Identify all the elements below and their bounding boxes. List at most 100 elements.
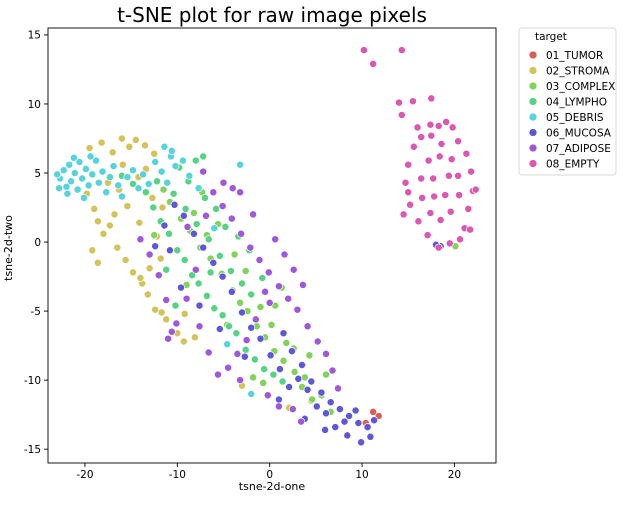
scatter-point-06-mucosa <box>256 334 265 343</box>
scatter-point-07-adipose <box>328 366 337 375</box>
scatter-point-06-mucosa <box>363 423 372 432</box>
scatter-point-02-stroma <box>145 264 154 273</box>
legend-marker <box>528 143 538 153</box>
scatter-point-06-mucosa <box>321 425 330 434</box>
scatter-point-04-lympho <box>201 193 209 202</box>
scatter-point-08-empty <box>430 192 439 201</box>
scatter-point-03-complex <box>279 356 288 365</box>
scatter-point-04-lympho <box>162 265 171 274</box>
scatter-point-08-empty <box>467 167 476 176</box>
scatter-point-05-debris <box>92 156 100 165</box>
scatter-point-05-debris <box>94 178 103 187</box>
scatter-point-07-adipose <box>249 210 258 219</box>
scatter-point-04-lympho <box>199 152 208 161</box>
scatter-point-04-lympho <box>221 222 230 231</box>
scatter-point-07-adipose <box>145 250 154 259</box>
legend-marker <box>528 159 538 168</box>
y-tick-label: 10 <box>28 99 41 111</box>
scatter-point-06-mucosa <box>199 243 208 252</box>
scatter-point-02-stroma <box>136 274 145 282</box>
scatter-point-03-complex <box>236 298 245 307</box>
scatter-point-07-adipose <box>214 370 222 379</box>
scatter-point-02-stroma <box>117 134 126 143</box>
scatter-point-02-stroma <box>148 193 157 202</box>
scatter-point-07-adipose <box>251 315 260 324</box>
scatter-point-02-stroma <box>158 203 167 212</box>
legend-entry-label: 03_COMPLEX <box>546 81 615 93</box>
scatter-point-05-debris <box>98 167 107 176</box>
legend-entry-label: 05_DEBRIS <box>546 112 604 124</box>
scatter-point-05-debris <box>194 184 203 193</box>
scatter-point-05-debris <box>157 167 166 176</box>
scatter-point-05-debris <box>53 170 62 179</box>
scatter-point-05-debris <box>69 153 78 162</box>
scatter-point-03-complex <box>282 338 291 347</box>
scatter-point-08-empty <box>434 243 443 252</box>
scatter-point-04-lympho <box>181 204 190 213</box>
scatter-point-06-mucosa <box>331 423 340 432</box>
scatter-point-03-complex <box>159 185 168 194</box>
scatter-point-08-empty <box>442 117 451 126</box>
legend-entry-label: 06_MUCOSA <box>546 127 612 139</box>
scatter-point-06-mucosa <box>307 377 316 386</box>
scatter-point-04-lympho <box>204 235 213 244</box>
legend-title: target <box>535 31 567 43</box>
scatter-point-05-debris <box>75 158 84 166</box>
scatter-point-07-adipose <box>218 202 227 211</box>
scatter-point-04-lympho <box>191 156 200 165</box>
scatter-point-02-stroma <box>90 204 99 213</box>
y-tick-label: 5 <box>34 168 41 180</box>
scatter-point-08-empty <box>446 207 455 216</box>
scatter-point-07-adipose <box>334 384 342 393</box>
scatter-point-04-lympho <box>169 189 178 198</box>
scatter-point-02-stroma <box>125 142 134 151</box>
scatter-point-08-empty <box>462 149 471 158</box>
scatter-point-02-stroma <box>180 309 189 318</box>
scatter-point-05-debris <box>65 160 74 169</box>
legend-entry-label: 02_STROMA <box>546 65 610 77</box>
scatter-point-07-adipose <box>162 296 171 304</box>
scatter-point-05-debris <box>151 158 160 166</box>
scatter-point-03-complex <box>305 351 314 360</box>
scatter-point-04-lympho <box>210 304 219 313</box>
scatter-point-02-stroma <box>135 218 144 227</box>
scatter-point-05-debris <box>178 156 187 165</box>
scatter-point-02-stroma <box>143 290 152 299</box>
legend-entry-label: 08_EMPTY <box>546 158 600 170</box>
scatter-point-08-empty <box>404 188 413 197</box>
scatter-point-08-empty <box>454 137 463 146</box>
scatter-point-02-stroma <box>99 229 108 238</box>
scatter-point-03-complex <box>259 378 268 387</box>
scatter-point-06-mucosa <box>247 323 256 332</box>
scatter-point-05-debris <box>114 181 123 190</box>
scatter-point-07-adipose <box>265 298 274 307</box>
scatter-point-04-lympho <box>202 291 211 300</box>
scatter-point-07-adipose <box>209 188 218 197</box>
scatter-point-08-empty <box>406 200 415 209</box>
scatter-point-08-empty <box>444 171 453 180</box>
scatter-point-06-mucosa <box>317 388 326 397</box>
scatter-point-05-debris <box>78 174 87 183</box>
scatter-point-04-lympho <box>260 365 269 374</box>
scatter-point-08-empty <box>417 174 426 183</box>
scatter-point-08-empty <box>455 191 464 200</box>
scatter-point-03-complex <box>150 231 159 240</box>
scatter-point-08-empty <box>456 235 464 244</box>
y-tick-label: 15 <box>28 30 41 42</box>
scatter-point-04-lympho <box>215 251 224 260</box>
scatter-point-07-adipose <box>183 222 192 231</box>
scatter-point-03-complex <box>308 395 317 404</box>
scatter-point-06-mucosa <box>189 229 198 238</box>
scatter-point-04-lympho <box>206 268 215 277</box>
scatter-point-03-complex <box>189 209 198 217</box>
scatter-point-07-adipose <box>236 376 245 385</box>
scatter-point-07-adipose <box>219 178 228 187</box>
scatter-point-05-debris <box>63 189 72 198</box>
scatter-point-02-stroma <box>113 243 122 252</box>
scatter-point-08-empty <box>454 171 463 180</box>
scatter-point-07-adipose <box>199 167 208 176</box>
legend-entry-label: 07_ADIPOSE <box>546 143 611 155</box>
scatter-point-06-mucosa <box>326 398 335 407</box>
x-axis-label: tsne-2d-one <box>239 480 306 493</box>
